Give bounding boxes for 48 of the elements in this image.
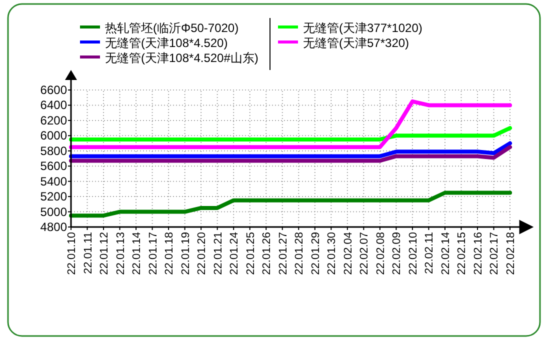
x-tick-label: 22.02.17 [488,232,501,275]
x-tick-label: 22.01.10 [66,232,78,275]
line-series [69,141,512,158]
y-tick-label: 5200 [40,190,68,204]
x-tick-label: 22.02.08 [374,232,387,275]
x-tick-label: 22.02.10 [407,232,420,275]
x-tick-label: 22.01.14 [131,232,144,275]
x-tick-label: 22.02.07 [358,232,371,275]
x-tick-label: 22.01.28 [294,232,306,275]
x-tick-label: 22.01.17 [147,232,160,275]
x-tick-label: 22.01.30 [326,232,338,275]
x-tick-label: 22.01.20 [196,232,208,275]
line-series [69,99,512,150]
y-tick-label: 6200 [40,113,68,128]
x-tick-label: 22.02.16 [472,232,484,275]
x-tick-label: 22.02.18 [505,232,517,275]
x-tick-label: 22.02.04 [342,232,354,275]
legend-label: 无缝管(天津377*1020) [303,21,422,35]
x-tick-label: 22.01.21 [212,232,224,275]
plot: 4800 5000 5200 5400 5600 5800 6000 6200 6400 6600 22.01.10 22.01.11 22.01.12 22.01.13 22.01.14 22.01.17 22.01.18 22.01.19 22.01.20 22.01.21 22.01.24 22.01.25 22.01.26 22.01.27 22.01.28 22.01.29 22.01.30 22.02.04 22.02.07 22.02.08 22.02.09 22.02.10 22.02.11 22.02.14 22.02.15 22.02.16 22.02.17 22.02.18 [40,83,517,275]
x-tick-label: 22.01.29 [310,232,322,275]
y-tick-label: 4800 [40,220,68,234]
y-tick-label: 6000 [40,128,68,143]
x-tick-label: 22.01.19 [180,232,192,275]
y-tick-label: 5000 [40,204,68,219]
x-tick-label: 22.01.26 [261,232,274,275]
x-tick-label: 22.02.09 [391,232,404,275]
x-tick-label: 22.01.27 [277,232,290,275]
line-series [69,145,512,163]
x-tick-label: 22.02.15 [456,232,468,275]
legend-label: 无缝管(天津57*320) [303,36,410,50]
x-tick-label: 22.01.13 [114,232,127,275]
x-tick-label: 22.02.14 [440,232,452,275]
legend-label: 热轧管坯(临沂Φ50-7020) [105,21,239,35]
x-tick-label: 22.02.11 [424,232,436,274]
x-tick-label: 22.01.18 [164,232,176,275]
y-tick-label: 6600 [40,83,68,97]
y-tick-label: 5400 [40,174,68,188]
x-tick-label: 22.01.25 [244,232,257,275]
x-tick-label: 22.01.12 [98,232,111,275]
line-series [69,190,512,218]
x-tick-label: 22.01.24 [228,232,241,275]
legend-label: 无缝管(天津108*4.520) [105,36,228,50]
legend-label: 无缝管(天津108*4.520#山东) [105,51,258,65]
y-tick-label: 6400 [40,98,68,112]
y-tick-label: 5600 [40,159,68,174]
x-tick-label: 22.01.11 [82,232,94,274]
y-tick-label: 5800 [40,144,68,158]
